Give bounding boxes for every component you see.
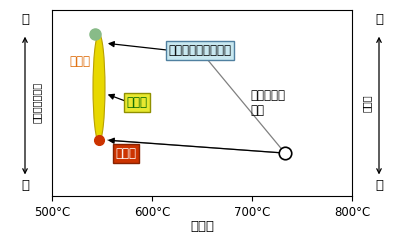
Text: 多: 多 — [21, 13, 29, 26]
Text: 低: 低 — [375, 13, 383, 26]
Text: 本結果: 本結果 — [116, 147, 136, 160]
Text: 耐水性: 耐水性 — [362, 94, 372, 112]
Text: 既存品: 既存品 — [70, 55, 90, 68]
Text: 鉛添加: 鉛添加 — [126, 96, 148, 109]
Text: アルカリ溶出量: アルカリ溶出量 — [32, 82, 42, 123]
X-axis label: 軟化点: 軟化点 — [190, 220, 214, 233]
Text: 酸化ナトリウム添加: 酸化ナトリウム添加 — [168, 44, 232, 57]
Text: 高: 高 — [375, 179, 383, 192]
Ellipse shape — [93, 34, 105, 142]
Text: 小: 小 — [21, 179, 29, 192]
Text: ビンガラス
など: ビンガラス など — [250, 89, 285, 117]
